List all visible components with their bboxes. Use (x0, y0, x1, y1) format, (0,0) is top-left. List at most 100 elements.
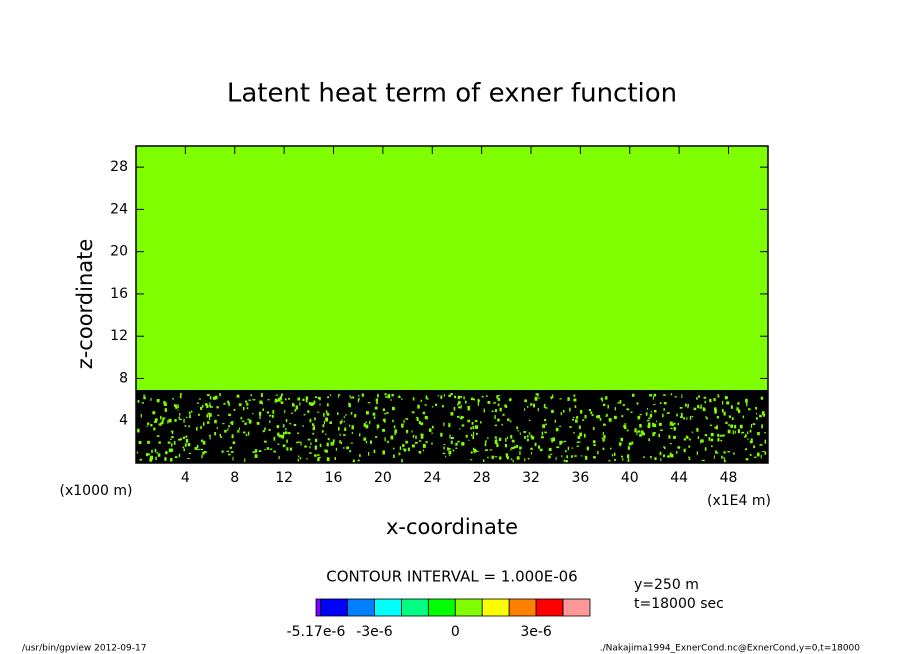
speck (405, 440, 408, 444)
speck (227, 400, 229, 404)
speck (764, 451, 767, 455)
speck (431, 425, 434, 429)
speck (351, 425, 354, 430)
speck (643, 456, 645, 458)
speck (303, 413, 306, 416)
speck (630, 411, 633, 413)
speck (709, 398, 712, 403)
speck (327, 396, 330, 399)
speck (477, 401, 480, 406)
speck (642, 432, 645, 436)
speck (524, 399, 527, 403)
speck (209, 416, 211, 420)
speck (505, 453, 508, 456)
speck (727, 451, 730, 453)
speck (162, 417, 165, 421)
speck (307, 438, 311, 441)
speck (287, 432, 291, 435)
speck (544, 431, 547, 434)
speck (762, 451, 765, 453)
speck (656, 420, 658, 423)
speck (289, 447, 293, 451)
speck (663, 446, 665, 448)
speck (514, 445, 517, 449)
speck (756, 452, 760, 457)
speck (279, 400, 282, 402)
speck (752, 423, 756, 425)
speck (375, 398, 378, 402)
speck (160, 415, 162, 420)
speck (202, 440, 206, 445)
speck (443, 422, 445, 427)
speck (533, 403, 536, 408)
speck (150, 455, 153, 460)
speck (476, 450, 479, 452)
speck (595, 415, 599, 418)
speck (545, 407, 548, 409)
speck (563, 440, 567, 442)
speck (727, 424, 731, 426)
speck (726, 401, 730, 405)
speck (487, 401, 491, 404)
speck (159, 422, 162, 426)
speck (338, 426, 340, 431)
speck (626, 429, 629, 432)
speck (349, 450, 352, 453)
speck (516, 426, 519, 430)
speck (628, 442, 632, 446)
speck (649, 413, 653, 418)
speck (462, 416, 465, 419)
speck (318, 456, 321, 459)
speck (504, 404, 507, 408)
speck (369, 420, 371, 425)
speck (497, 403, 500, 406)
speck (422, 411, 426, 415)
speck (648, 438, 651, 442)
speck (468, 439, 470, 441)
y-tick-label: 4 (119, 413, 128, 429)
speck (298, 455, 300, 458)
speck (590, 411, 593, 414)
speck (431, 432, 433, 434)
speck (185, 416, 188, 418)
speck (499, 407, 502, 412)
speck (617, 402, 621, 404)
speck (538, 445, 541, 449)
speck (351, 431, 353, 434)
speck (675, 451, 678, 454)
speck (472, 435, 474, 440)
speck (759, 414, 762, 418)
speck (153, 427, 156, 431)
speck (653, 403, 656, 405)
speck (611, 454, 614, 457)
annotation: y=250 m (634, 577, 699, 593)
speck (285, 419, 288, 423)
speck (177, 409, 179, 411)
speck (256, 422, 260, 425)
speck (397, 396, 401, 398)
speck (498, 437, 502, 441)
speck (216, 427, 218, 430)
speck (626, 408, 630, 411)
speck (450, 393, 453, 396)
speck (317, 454, 320, 456)
speck (443, 446, 445, 450)
speck (258, 450, 262, 452)
speck (608, 459, 611, 462)
speck (343, 416, 345, 419)
x-tick-label: 32 (522, 470, 540, 486)
speck (717, 433, 720, 437)
speck (424, 404, 427, 406)
speck (277, 432, 280, 437)
speck (475, 425, 478, 429)
speck (337, 412, 339, 416)
speck (519, 446, 522, 450)
speck (506, 456, 509, 460)
speck (742, 415, 745, 419)
speck (550, 438, 552, 440)
speck (573, 432, 575, 434)
speck (447, 447, 451, 450)
speck (297, 432, 300, 434)
speck (652, 396, 654, 400)
speck (639, 424, 642, 428)
